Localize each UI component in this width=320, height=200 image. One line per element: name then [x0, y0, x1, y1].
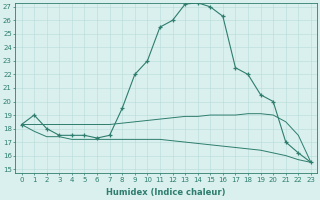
X-axis label: Humidex (Indice chaleur): Humidex (Indice chaleur): [107, 188, 226, 197]
